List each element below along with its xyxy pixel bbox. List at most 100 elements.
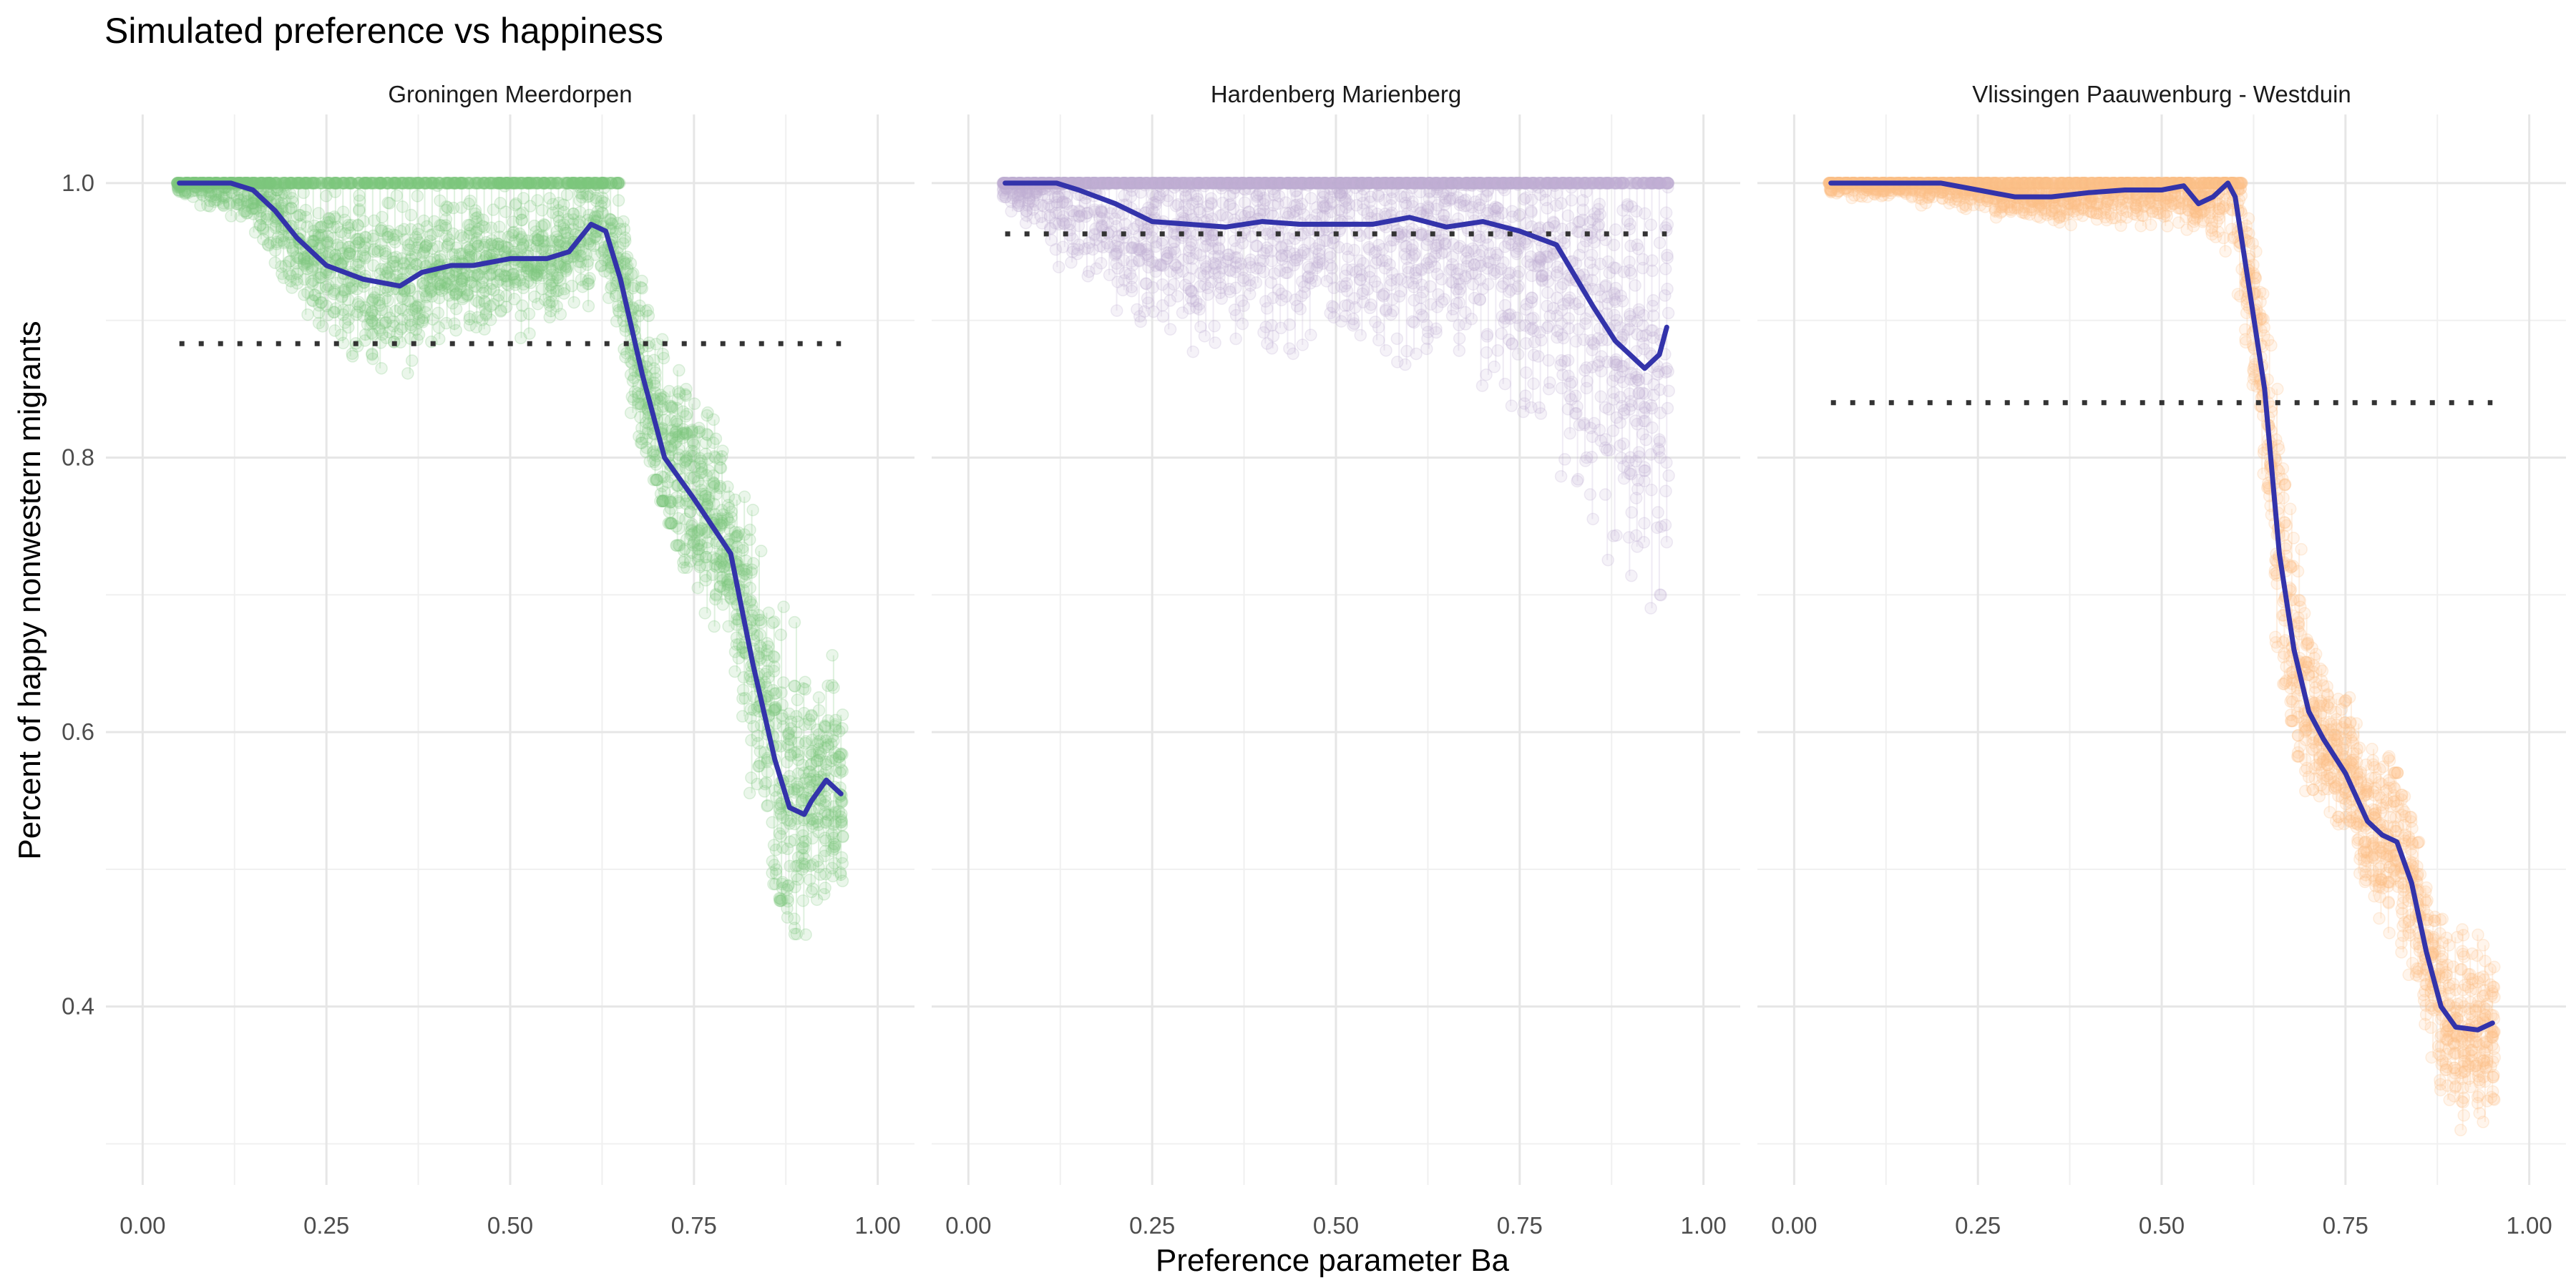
- data-point: [375, 361, 388, 375]
- data-point: [195, 187, 208, 200]
- data-point: [312, 207, 326, 220]
- data-point: [1204, 192, 1218, 205]
- data-point: [777, 600, 790, 613]
- data-point: [1304, 328, 1317, 341]
- data-point: [195, 185, 208, 199]
- data-point: [1257, 265, 1270, 278]
- data-point: [1365, 298, 1377, 311]
- data-point: [175, 185, 188, 198]
- data-point: [186, 190, 200, 203]
- data-point: [635, 274, 648, 288]
- data-point: [766, 854, 779, 868]
- data-point: [583, 272, 596, 285]
- data-point: [1347, 312, 1360, 326]
- data-point: [1283, 318, 1296, 331]
- data-point: [721, 480, 734, 494]
- data-point: [617, 215, 630, 228]
- data-point: [752, 609, 765, 622]
- data-point: [743, 523, 756, 537]
- data-point: [1209, 336, 1221, 349]
- data-point: [612, 194, 625, 207]
- data-point: [707, 413, 720, 426]
- data-point: [676, 405, 690, 419]
- data-point: [709, 432, 723, 445]
- data-point: [178, 186, 192, 200]
- data-point: [1229, 332, 1242, 346]
- data-point: [1294, 303, 1307, 316]
- data-point: [396, 200, 409, 213]
- data-point: [537, 218, 551, 231]
- grid-lines: [106, 114, 914, 1185]
- data-point: [182, 186, 195, 200]
- data-point: [791, 693, 804, 706]
- panel-strip-label: Hardenberg Marienberg: [1211, 81, 1461, 107]
- data-point: [746, 503, 759, 517]
- data-point: [301, 308, 314, 321]
- data-point: [819, 882, 831, 894]
- data-point: [1163, 323, 1177, 336]
- data-point: [417, 214, 431, 228]
- data-point: [582, 300, 595, 313]
- data-point: [448, 317, 461, 331]
- scatter-points: [170, 177, 849, 941]
- data-point: [1198, 329, 1211, 343]
- data-point: [366, 347, 379, 361]
- data-point: [836, 708, 849, 721]
- data-point: [1190, 190, 1204, 203]
- data-point: [1182, 282, 1196, 296]
- data-point: [376, 210, 389, 224]
- data-point: [836, 829, 849, 843]
- data-point: [767, 650, 780, 663]
- data-point: [357, 215, 370, 228]
- x-tick-label: 0.00: [119, 1212, 165, 1239]
- x-tick-label: 0.25: [303, 1212, 349, 1239]
- data-point: [1208, 319, 1221, 333]
- data-point: [1309, 275, 1322, 288]
- x-tick-label: 1.00: [855, 1212, 901, 1239]
- data-point: [1369, 316, 1382, 328]
- data-point: [826, 678, 839, 692]
- data-point: [535, 204, 549, 217]
- data-point: [560, 188, 574, 202]
- data-point: [774, 628, 788, 641]
- data-point: [799, 675, 811, 688]
- data-point: [738, 490, 751, 504]
- data-point: [1354, 328, 1367, 342]
- data-point: [336, 205, 350, 218]
- data-point: [1156, 310, 1170, 323]
- data-point: [744, 594, 757, 607]
- data-point: [1372, 333, 1385, 347]
- data-point: [404, 208, 418, 222]
- data-point: [1347, 243, 1361, 257]
- data-point: [796, 894, 810, 907]
- data-point: [1095, 257, 1108, 270]
- data-point: [708, 620, 721, 633]
- data-point: [812, 691, 826, 704]
- data-point: [610, 177, 623, 190]
- data-point: [716, 444, 729, 457]
- x-tick-label: 0.75: [671, 1212, 717, 1239]
- data-point: [826, 648, 839, 662]
- data-point: [431, 306, 445, 320]
- data-point: [194, 199, 207, 212]
- data-point: [624, 257, 638, 270]
- data-point: [736, 683, 750, 697]
- data-point: [390, 189, 404, 203]
- data-point: [656, 347, 670, 361]
- chart-title: Simulated preference vs happiness: [104, 11, 663, 51]
- data-point: [567, 296, 580, 309]
- data-point: [698, 607, 711, 620]
- data-point: [803, 873, 816, 887]
- data-point: [835, 851, 849, 864]
- data-point: [180, 185, 194, 198]
- data-point: [312, 316, 326, 330]
- data-point: [1190, 294, 1203, 308]
- data-point: [1111, 304, 1123, 317]
- panel-strip-label: Groningen Meerdorpen: [388, 81, 632, 107]
- data-point: [673, 364, 686, 377]
- data-point: [834, 747, 848, 761]
- data-point: [1368, 275, 1382, 288]
- data-point: [405, 354, 419, 367]
- data-point: [196, 189, 210, 202]
